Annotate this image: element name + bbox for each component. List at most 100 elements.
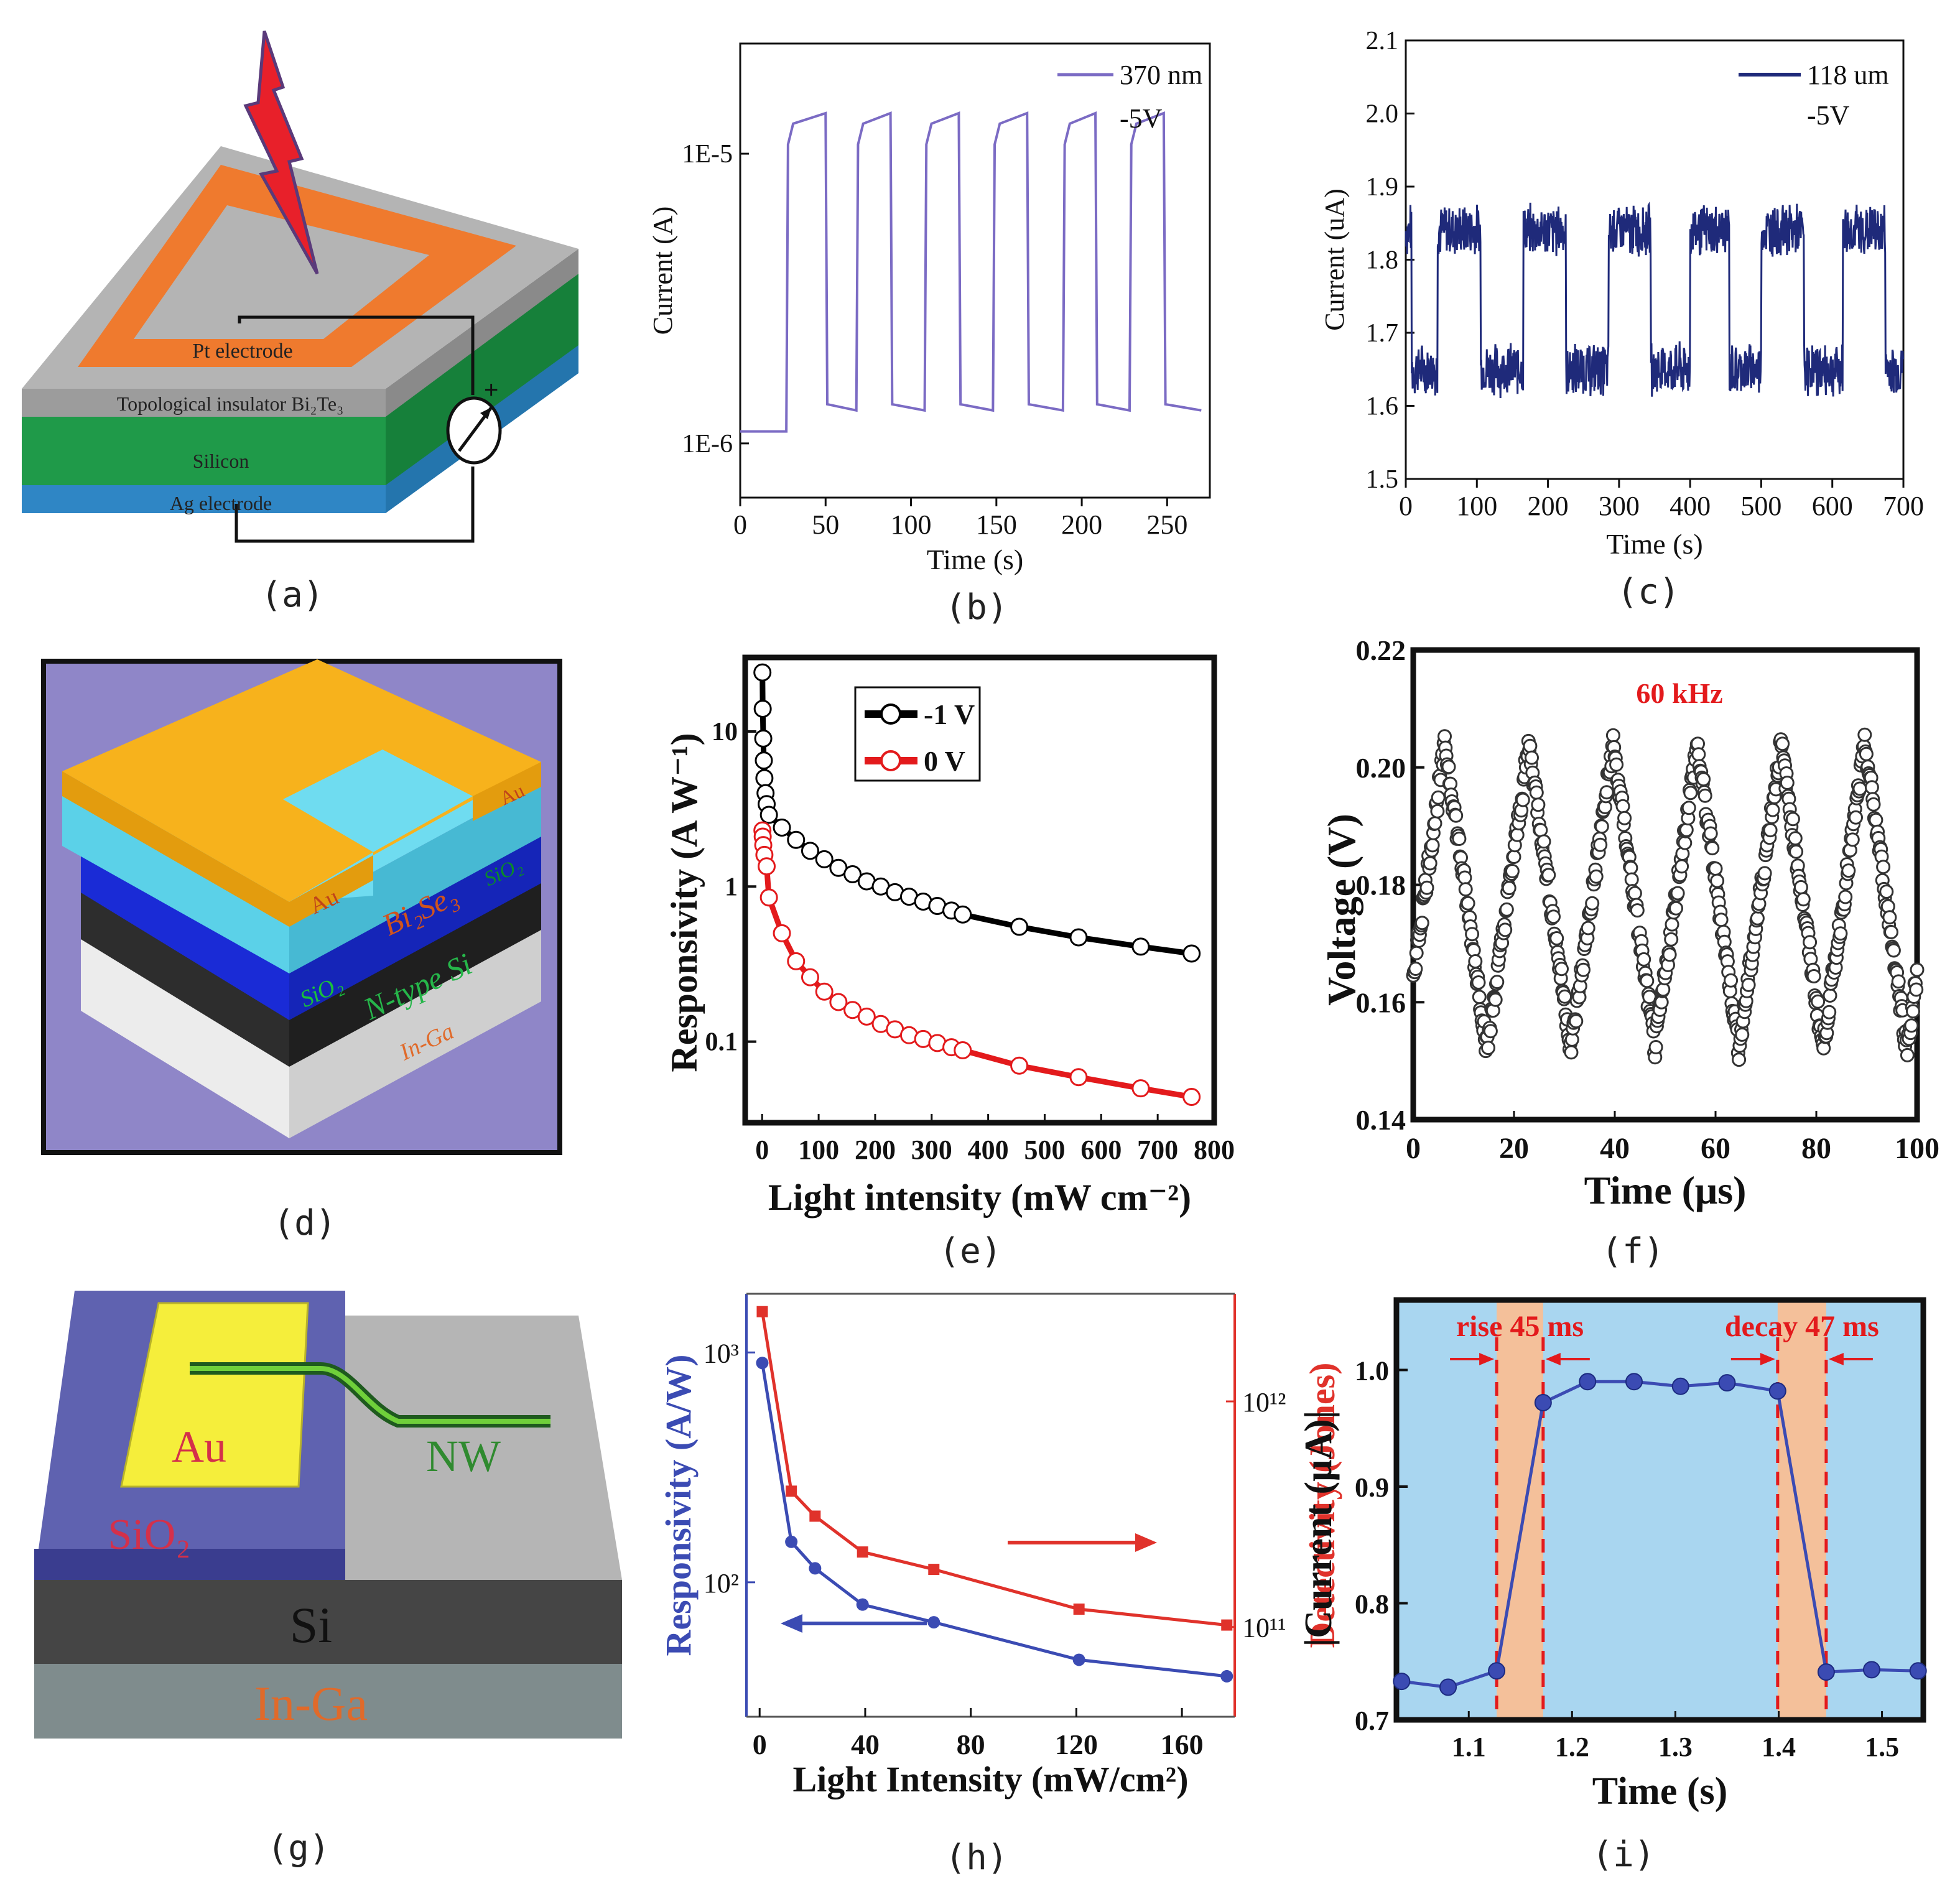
data-point-f: [1529, 785, 1544, 800]
rise-arrowhead-right: [1545, 1353, 1561, 1365]
data-point-f: [1425, 838, 1440, 853]
data-point-f: [1554, 962, 1569, 977]
data-point-f: [1838, 889, 1853, 904]
data-point-f: [1705, 841, 1720, 856]
data-point-h-1: [928, 1564, 940, 1576]
x-tick-label-i: 1.5: [1865, 1732, 1899, 1762]
legend-marker-e-1: [880, 750, 901, 771]
data-point-h-0: [785, 1535, 798, 1548]
x-axis-label-b: Time (s): [927, 544, 1024, 575]
y-tick-label-c: 2.1: [1366, 27, 1399, 55]
data-point-f: [1594, 819, 1609, 834]
data-point-f: [1599, 785, 1614, 800]
data-point-e-0: [1010, 917, 1029, 936]
caption-e: (e): [939, 1231, 1001, 1271]
data-point-f: [1515, 792, 1530, 807]
data-point-f: [1910, 962, 1925, 977]
x-tick-label-i: 1.4: [1762, 1732, 1796, 1762]
chart-f: 0 20 40 60 80 100 0.14 0.16 0.18 0.20 0.22 60 kHz Ti…: [1319, 634, 1939, 1212]
data-point-f: [1780, 776, 1795, 790]
series-line-e-0: [759, 672, 1192, 957]
data-point-f: [1670, 886, 1685, 901]
x-tick-label-b: 250: [1146, 509, 1187, 540]
plot-frame-i: [1393, 1297, 1926, 1723]
x-tick-label-c: 300: [1599, 491, 1640, 521]
plus-sign: +: [484, 376, 498, 404]
data-point-f: [1852, 781, 1867, 796]
data-point-e-1: [1069, 1068, 1088, 1087]
x-axis-label-i: Time (s): [1592, 1770, 1728, 1813]
data-point-f: [1507, 850, 1521, 864]
silicon-side: [386, 274, 578, 491]
data-point-i: [1718, 1374, 1736, 1392]
data-point-f: [1708, 861, 1723, 876]
data-point-f: [1665, 917, 1679, 932]
data-point-f: [1735, 1027, 1750, 1042]
data-point-f: [1816, 1041, 1831, 1056]
data-point-f: [1581, 921, 1595, 936]
y-tick-label-f: 0.20: [1356, 752, 1406, 784]
data-point-f: [1845, 832, 1860, 847]
plot-frame-e: [742, 654, 1217, 1126]
arrow-left-head-h: [781, 1614, 802, 1633]
y-tick-label-c: 1.9: [1366, 173, 1399, 202]
data-point-f: [1549, 931, 1564, 945]
data-point-f: [1461, 896, 1475, 911]
data-point-f: [1703, 826, 1718, 841]
x-tick-label-e: 600: [1080, 1135, 1122, 1165]
data-point-f: [1906, 1004, 1920, 1019]
data-point-e-1: [1010, 1056, 1029, 1075]
arrow-right-head-h: [1135, 1533, 1157, 1552]
data-point-e-1: [801, 968, 819, 987]
data-point-f: [1623, 860, 1638, 875]
series-line-h-0: [761, 1362, 1227, 1678]
data-point-f: [1803, 935, 1818, 950]
y-tick-label-c: 1.7: [1366, 319, 1399, 348]
y-axis-label-c: Current (uA): [1319, 188, 1350, 331]
si-layer: [34, 1580, 622, 1664]
chart-i: 1.1 1.2 1.3 1.4 1.5 0.7 0.8 0.9 1.0 rise 45 ms dec…: [1298, 1297, 1927, 1813]
data-point-f: [1886, 943, 1901, 958]
data-point-f: [1698, 788, 1712, 803]
y-tick-label-h-left: 10³: [704, 1338, 739, 1368]
y-axis-label-e: Responsivity (A W⁻¹): [664, 733, 705, 1072]
x-tick-label-c: 100: [1456, 491, 1497, 521]
data-point-f: [1617, 810, 1632, 825]
data-point-f: [1876, 860, 1891, 875]
x-tick-label-b: 200: [1061, 509, 1102, 540]
y-tick-label-e: 10: [712, 718, 738, 746]
caption-i: (i): [1592, 1834, 1655, 1875]
data-point-f: [1662, 947, 1677, 962]
data-point-f: [1859, 746, 1874, 761]
y-axis-label-f: Voltage (V): [1319, 814, 1363, 1006]
data-point-f: [1900, 1047, 1915, 1062]
data-point-f: [1796, 892, 1811, 907]
data-point-f: [1468, 954, 1483, 968]
caption-d: (d): [273, 1203, 336, 1243]
plot-frame-b: [739, 42, 1211, 499]
y-axis-label-h-left: Responsivity (A/W): [658, 1355, 699, 1656]
x-tick-label-e: 200: [855, 1135, 896, 1165]
data-point-f: [1627, 886, 1642, 901]
data-point-f: [1457, 870, 1472, 885]
highlight-window-i-0: [1497, 1300, 1543, 1720]
y-tick-label-h-right: 10¹¹: [1242, 1613, 1286, 1643]
data-point-f: [1732, 1052, 1747, 1067]
data-point-f: [1523, 738, 1538, 753]
decay-arrowhead-right: [1828, 1353, 1844, 1365]
device-schematic-g: Au NW SiO₂ Si In-Ga: [34, 1291, 622, 1739]
legend-sub-b: -5V: [1120, 103, 1163, 134]
data-point-e-1: [829, 993, 848, 1011]
data-point-f: [1609, 757, 1624, 772]
data-point-f: [1822, 1005, 1837, 1019]
data-point-e-0: [753, 663, 772, 682]
data-point-h-0: [809, 1562, 822, 1575]
lightning-bolt-icon: [243, 30, 319, 275]
grey-top: [345, 1316, 622, 1580]
y-tick-label-c: 1.6: [1366, 392, 1399, 421]
data-point-f: [1904, 1018, 1919, 1033]
x-tick-label-h: 120: [1055, 1729, 1098, 1760]
data-point-h-0: [927, 1616, 941, 1629]
x-tick-label-c: 200: [1528, 491, 1569, 521]
